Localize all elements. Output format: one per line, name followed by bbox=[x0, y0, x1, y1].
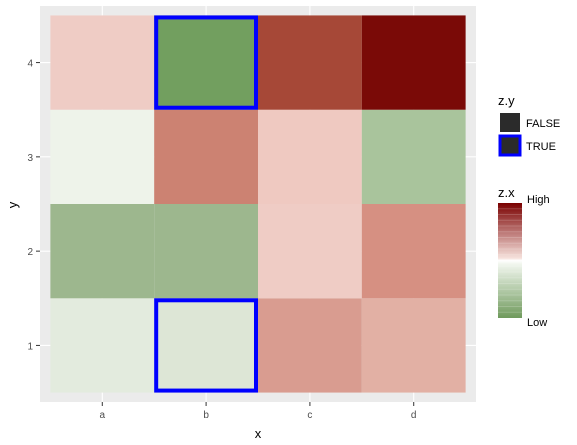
x-axis: a b c d bbox=[100, 402, 417, 421]
heatmap-cell-b-2 bbox=[154, 204, 258, 299]
legend-zx-high-label: High bbox=[527, 194, 550, 206]
highlight-border-b-1 bbox=[154, 298, 258, 393]
heatmap-cell-a-3 bbox=[50, 109, 155, 204]
heatmap-cell-c-3 bbox=[258, 109, 362, 204]
heatmap-cell-c-4 bbox=[258, 15, 362, 110]
legend-zy-label-true: TRUE bbox=[526, 141, 556, 153]
y-tick-label: 3 bbox=[27, 153, 33, 164]
y-tick-label: 1 bbox=[27, 341, 33, 352]
y-axis: 1 2 3 4 bbox=[27, 59, 40, 352]
x-tick-label: b bbox=[203, 410, 209, 421]
legend-zx-colorbar bbox=[498, 203, 522, 318]
heatmap-cell-d-3 bbox=[361, 109, 466, 204]
legend-zx-bands bbox=[498, 208, 522, 313]
heatmap-cell-d-1 bbox=[361, 298, 466, 393]
heatmap-cell-b-1 bbox=[154, 298, 258, 393]
y-tick-label: 2 bbox=[27, 247, 33, 258]
x-tick-label: d bbox=[411, 410, 417, 421]
heatmap-cell-a-4 bbox=[50, 15, 155, 110]
y-axis-title: y bbox=[5, 201, 20, 208]
legend-zx: z.x High Low bbox=[498, 185, 550, 329]
heatmap-cells bbox=[50, 15, 466, 393]
legend-zy-title: z.y bbox=[498, 93, 515, 108]
x-axis-title: x bbox=[255, 426, 262, 441]
heatmap-cell-b-4 bbox=[154, 15, 258, 110]
heatmap-cell-a-1 bbox=[50, 298, 155, 393]
legend-zy-key-false bbox=[500, 113, 520, 132]
legend-zy: z.y FALSE TRUE bbox=[498, 93, 560, 157]
heatmap-cell-d-2 bbox=[361, 204, 466, 299]
legend-zx-title: z.x bbox=[498, 185, 515, 200]
heatmap-cell-a-2 bbox=[50, 204, 155, 299]
highlight-borders bbox=[154, 15, 258, 393]
y-tick-label: 4 bbox=[27, 59, 33, 70]
x-tick-label: c bbox=[307, 410, 312, 421]
heatmap-cell-b-3 bbox=[154, 109, 258, 204]
x-tick-label: a bbox=[100, 410, 106, 421]
highlight-border-b-4 bbox=[154, 15, 258, 110]
heatmap-cell-d-4 bbox=[361, 15, 466, 110]
legend-zy-key-true bbox=[498, 134, 522, 157]
heatmap-cell-c-1 bbox=[258, 298, 362, 393]
heatmap-cell-c-2 bbox=[258, 204, 362, 299]
legend-zy-label-false: FALSE bbox=[526, 118, 560, 130]
legend-zx-low-label: Low bbox=[527, 317, 547, 329]
